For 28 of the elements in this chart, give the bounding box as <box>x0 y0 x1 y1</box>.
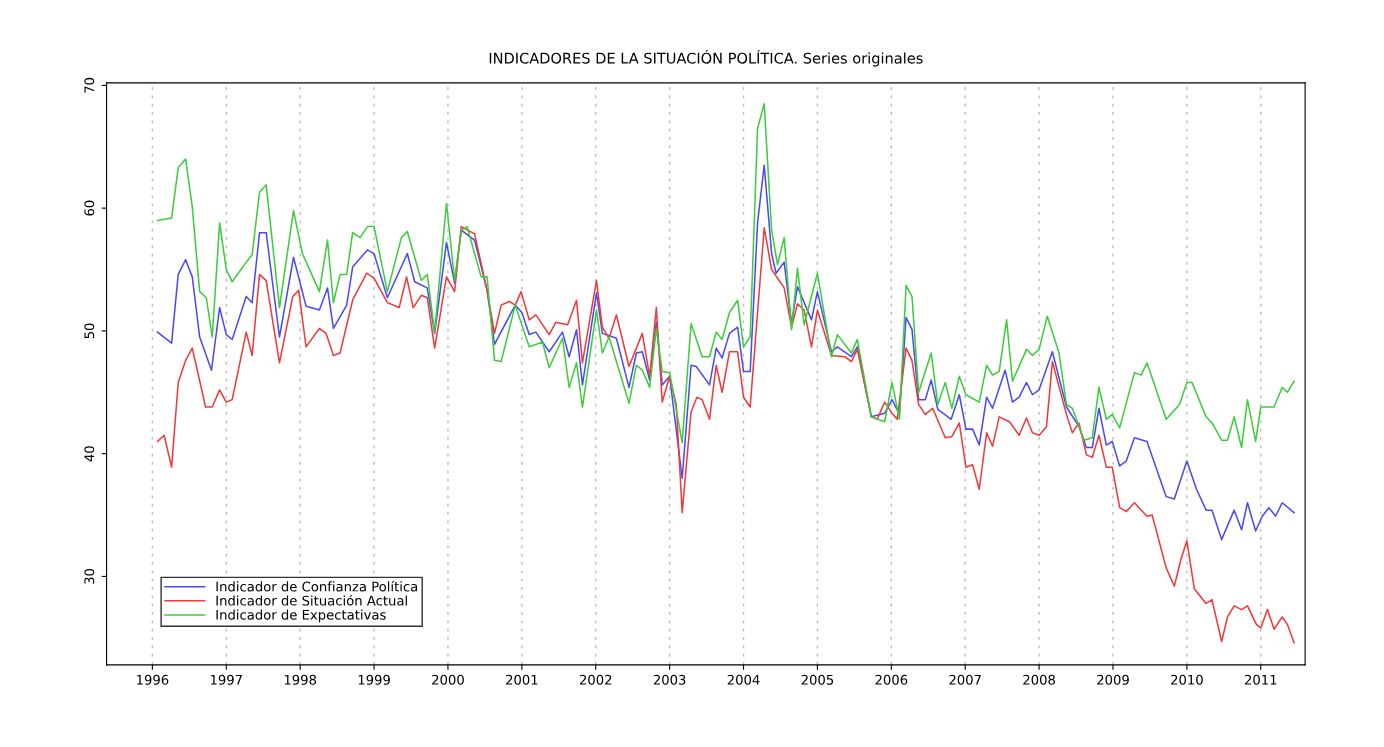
x-tick-label: 2003 <box>653 674 686 685</box>
legend-label: Indicador de Expectativas <box>216 609 386 623</box>
x-tick-label: 1996 <box>137 674 169 685</box>
y-tick-label: 30 <box>84 568 95 584</box>
legend-label: Indicador de Confianza Política <box>216 580 418 592</box>
y-tick-label: 40 <box>84 446 95 462</box>
x-tick-label: 1999 <box>358 674 390 685</box>
y-tick-label: 50 <box>84 323 95 339</box>
x-tick-label: 2005 <box>801 674 834 685</box>
line-series <box>156 164 1295 541</box>
y-tick-label: 60 <box>84 200 95 216</box>
y-tick-label: 70 <box>84 77 95 93</box>
x-tick-label: 1998 <box>284 674 317 685</box>
x-tick-label: 2007 <box>949 674 981 685</box>
chart-title: INDICADORES DE LA SITUACIÓN POLÍTICA. Series originales <box>489 49 923 67</box>
x-tick-label: 2001 <box>506 674 538 685</box>
legend-label: Indicador de Situación Actual <box>216 594 407 606</box>
line-series <box>156 225 1295 644</box>
x-tick-label: 2004 <box>727 674 760 685</box>
line-series <box>156 103 1295 449</box>
x-tick-label: 2011 <box>1244 674 1277 685</box>
x-tick-label: 1997 <box>210 674 242 685</box>
x-tick-label: 2009 <box>1097 674 1129 685</box>
x-tick-label: 2006 <box>875 674 908 685</box>
x-tick-label: 2000 <box>432 674 464 685</box>
x-tick-label: 2010 <box>1171 674 1203 685</box>
x-tick-label: 2008 <box>1023 674 1055 685</box>
x-tick-label: 2002 <box>579 674 612 685</box>
